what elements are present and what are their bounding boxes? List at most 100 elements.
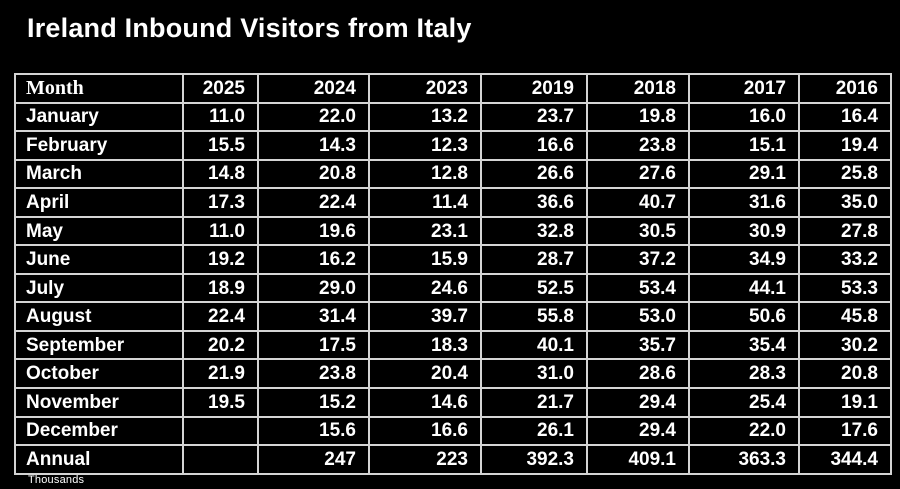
value-cell: 25.8 [798, 158, 892, 190]
value-cell: 28.7 [480, 244, 588, 275]
value-cell: 20.2 [182, 329, 259, 361]
value-cell: 27.6 [586, 158, 690, 190]
row-label-cell: July [14, 272, 184, 304]
column-header-year: 2019 [480, 73, 588, 104]
value-cell: 55.8 [480, 301, 588, 332]
value-cell: 28.6 [586, 358, 690, 389]
value-cell: 19.8 [586, 101, 690, 133]
value-cell: 16.2 [257, 244, 370, 275]
table-row: August 22.4 31.4 39.7 55.8 53.0 50.6 45.8 [14, 301, 892, 332]
value-cell: 15.6 [257, 415, 370, 447]
table-row: Annual 247 223 392.3 409.1 363.3 344.4 [14, 444, 892, 475]
header-row: Month 2025 2024 2023 2019 2018 2017 2016 [14, 73, 892, 104]
units-footnote: Thousands [28, 474, 85, 486]
row-label-cell: Annual [14, 444, 184, 475]
column-header-year: 2023 [368, 73, 482, 104]
value-cell: 27.8 [798, 215, 892, 247]
value-cell: 392.3 [480, 444, 588, 475]
value-cell: 20.8 [798, 358, 892, 389]
table-row: May 11.0 19.6 23.1 32.8 30.5 30.9 27.8 [14, 215, 892, 247]
value-cell: 21.9 [182, 358, 259, 389]
value-cell: 11.0 [182, 101, 259, 133]
visitors-table: Month 2025 2024 2023 2019 2018 2017 2016 Januar… [14, 73, 892, 475]
value-cell: 21.7 [480, 387, 588, 418]
value-cell: 37.2 [586, 244, 690, 275]
value-cell: 35.4 [688, 329, 800, 361]
value-cell: 22.4 [182, 301, 259, 332]
column-header-year: 2018 [586, 73, 690, 104]
column-header-year: 2024 [257, 73, 370, 104]
value-cell: 15.1 [688, 130, 800, 161]
value-cell: 29.4 [586, 387, 690, 418]
value-cell: 16.6 [480, 130, 588, 161]
value-cell: 19.2 [182, 244, 259, 275]
value-cell: 40.1 [480, 329, 588, 361]
value-cell: 344.4 [798, 444, 892, 475]
row-label-cell: February [14, 130, 184, 161]
table-row: December 15.6 16.6 26.1 29.4 22.0 17.6 [14, 415, 892, 447]
value-cell: 29.1 [688, 158, 800, 190]
value-cell: 52.5 [480, 272, 588, 304]
value-cell: 18.9 [182, 272, 259, 304]
value-cell: 23.8 [586, 130, 690, 161]
value-cell: 19.1 [798, 387, 892, 418]
value-cell [182, 415, 259, 447]
value-cell: 17.6 [798, 415, 892, 447]
value-cell [182, 444, 259, 475]
value-cell: 26.6 [480, 158, 588, 190]
value-cell: 17.3 [182, 187, 259, 218]
value-cell: 12.8 [368, 158, 482, 190]
value-cell: 13.2 [368, 101, 482, 133]
table-row: March 14.8 20.8 12.8 26.6 27.6 29.1 25.8 [14, 158, 892, 190]
table-row: February 15.5 14.3 12.3 16.6 23.8 15.1 19.4 [14, 130, 892, 161]
value-cell: 22.4 [257, 187, 370, 218]
row-label-cell: December [14, 415, 184, 447]
value-cell: 28.3 [688, 358, 800, 389]
value-cell: 16.0 [688, 101, 800, 133]
table-row: September 20.2 17.5 18.3 40.1 35.7 35.4 30.2 [14, 329, 892, 361]
value-cell: 363.3 [688, 444, 800, 475]
row-label-cell: May [14, 215, 184, 247]
value-cell: 11.4 [368, 187, 482, 218]
table-body: January 11.0 22.0 13.2 23.7 19.8 16.0 16.4 Febru… [14, 101, 892, 475]
value-cell: 18.3 [368, 329, 482, 361]
value-cell: 25.4 [688, 387, 800, 418]
row-label-cell: April [14, 187, 184, 218]
value-cell: 22.0 [257, 101, 370, 133]
value-cell: 15.5 [182, 130, 259, 161]
value-cell: 11.0 [182, 215, 259, 247]
value-cell: 29.0 [257, 272, 370, 304]
value-cell: 40.7 [586, 187, 690, 218]
table-row: April 17.3 22.4 11.4 36.6 40.7 31.6 35.0 [14, 187, 892, 218]
table-row: November 19.5 15.2 14.6 21.7 29.4 25.4 19.1 [14, 387, 892, 418]
value-cell: 223 [368, 444, 482, 475]
value-cell: 16.6 [368, 415, 482, 447]
column-header-month: Month [14, 73, 184, 104]
value-cell: 34.9 [688, 244, 800, 275]
row-label-cell: November [14, 387, 184, 418]
value-cell: 12.3 [368, 130, 482, 161]
value-cell: 14.3 [257, 130, 370, 161]
value-cell: 53.0 [586, 301, 690, 332]
value-cell: 23.7 [480, 101, 588, 133]
value-cell: 15.9 [368, 244, 482, 275]
value-cell: 50.6 [688, 301, 800, 332]
value-cell: 16.4 [798, 101, 892, 133]
table-row: June 19.2 16.2 15.9 28.7 37.2 34.9 33.2 [14, 244, 892, 275]
value-cell: 20.8 [257, 158, 370, 190]
value-cell: 19.4 [798, 130, 892, 161]
row-label-cell: October [14, 358, 184, 389]
value-cell: 19.6 [257, 215, 370, 247]
value-cell: 31.4 [257, 301, 370, 332]
row-label-cell: September [14, 329, 184, 361]
value-cell: 23.8 [257, 358, 370, 389]
value-cell: 30.2 [798, 329, 892, 361]
value-cell: 14.6 [368, 387, 482, 418]
value-cell: 35.7 [586, 329, 690, 361]
value-cell: 53.4 [586, 272, 690, 304]
value-cell: 409.1 [586, 444, 690, 475]
value-cell: 23.1 [368, 215, 482, 247]
value-cell: 24.6 [368, 272, 482, 304]
row-label-cell: March [14, 158, 184, 190]
